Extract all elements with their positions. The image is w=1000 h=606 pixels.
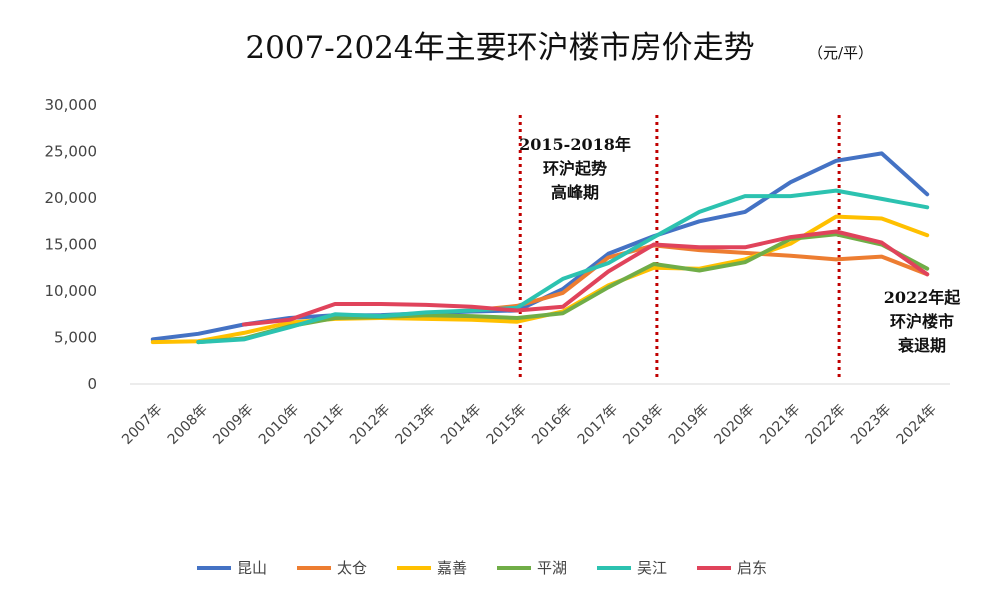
y-tick-label: 5,000 xyxy=(54,329,97,347)
series-lines xyxy=(150,151,930,345)
y-tick-label: 10,000 xyxy=(45,282,98,300)
x-tick-label: 2013年 xyxy=(393,402,439,448)
y-tick-label: 15,000 xyxy=(45,236,98,254)
x-tick-label: 2015年 xyxy=(484,402,530,448)
x-tick-label: 2022年 xyxy=(803,402,849,448)
series-line-太仓 xyxy=(469,243,930,313)
y-axis: 0 5,000 10,000 15,000 20,000 25,000 30,000 xyxy=(45,96,98,393)
y-tick-label: 30,000 xyxy=(45,96,98,114)
x-tick-label: 2023年 xyxy=(848,402,894,448)
annotation-line: 环沪起势 xyxy=(543,159,607,178)
legend-label: 启东 xyxy=(737,559,767,577)
x-tick-label: 2009年 xyxy=(210,402,256,448)
legend-label: 嘉善 xyxy=(437,559,467,577)
annotation-line: 环沪楼市 xyxy=(890,312,954,331)
legend-label: 平湖 xyxy=(537,559,567,577)
x-tick-label: 2017年 xyxy=(575,402,621,448)
y-tick-label: 25,000 xyxy=(45,143,98,161)
series-line-平湖 xyxy=(196,232,930,345)
legend: 昆山 太仓 嘉善 平湖 吴江 启东 xyxy=(197,559,767,577)
x-tick-label: 2019年 xyxy=(666,402,712,448)
annotation-line: 2015-2018年 xyxy=(519,135,631,154)
x-tick-label: 2010年 xyxy=(256,402,302,448)
legend-label: 吴江 xyxy=(637,559,667,577)
series-line-吴江 xyxy=(196,188,930,345)
x-tick-label: 2008年 xyxy=(165,402,211,448)
y-tick-label: 0 xyxy=(87,375,97,393)
x-tick-label: 2020年 xyxy=(711,402,757,448)
legend-label: 太仓 xyxy=(337,559,367,577)
annotation-line: 衰退期 xyxy=(897,336,946,355)
x-axis: 2007年 2008年 2009年 2010年 2011年 2012年 2013年 2014年… xyxy=(119,383,950,448)
x-tick-label: 2021年 xyxy=(757,402,803,448)
series-line-启东 xyxy=(241,229,930,327)
x-tick-label: 2012年 xyxy=(347,402,393,448)
y-tick-label: 20,000 xyxy=(45,189,98,207)
x-tick-label: 2024年 xyxy=(894,402,940,448)
x-tick-label: 2018年 xyxy=(620,402,666,448)
x-tick-label: 2014年 xyxy=(438,402,484,448)
chart-title: 2007-2024年主要环沪楼市房价走势 xyxy=(245,30,754,66)
series-line-昆山 xyxy=(150,151,930,342)
chart-unit: （元/平） xyxy=(808,44,873,62)
x-tick-label: 2007年 xyxy=(119,402,165,448)
x-tick-label: 2011年 xyxy=(301,402,347,448)
annotation-line: 2022年起 xyxy=(884,288,962,307)
legend-label: 昆山 xyxy=(237,559,267,577)
x-tick-label: 2016年 xyxy=(529,402,575,448)
annotation-line: 高峰期 xyxy=(551,183,599,202)
